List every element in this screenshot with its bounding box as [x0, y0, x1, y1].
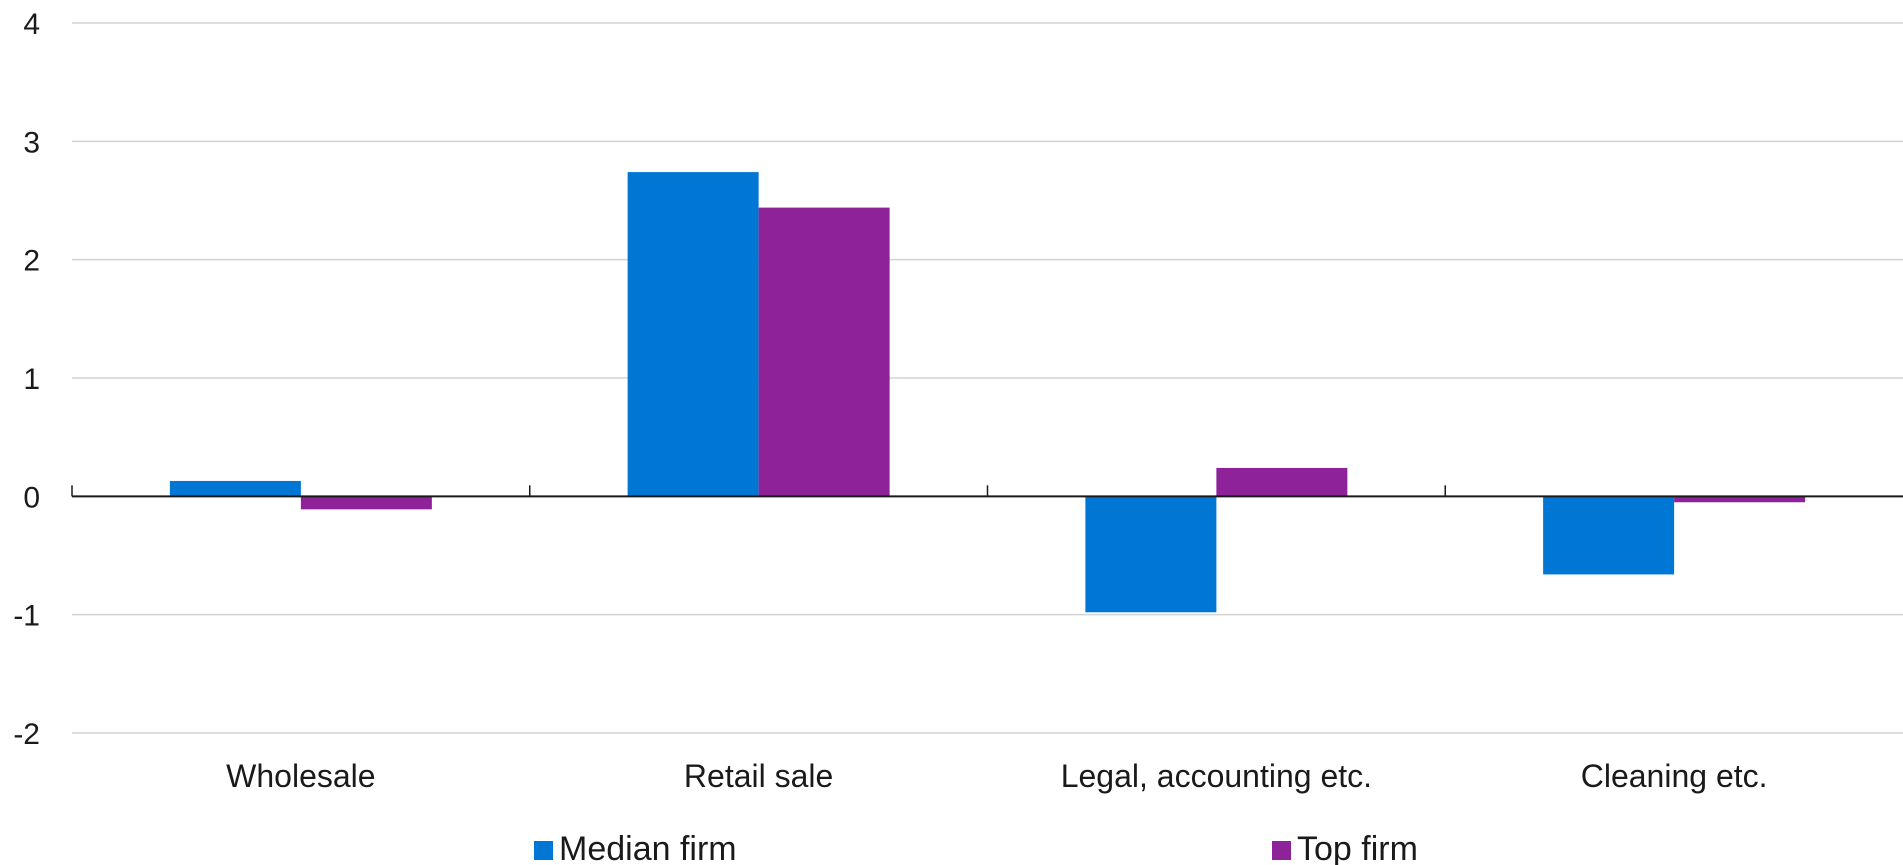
legend-label: Top firm — [1297, 830, 1418, 865]
legend: Median firm Top firm — [534, 830, 1418, 865]
x-axis — [71, 485, 1903, 498]
bar-top-firm — [1216, 467, 1348, 497]
y-tick-label: 2 — [23, 245, 40, 278]
bars — [169, 172, 1806, 613]
bar-top-firm — [758, 207, 890, 497]
category-label: Wholesale — [226, 758, 375, 794]
legend-swatch — [1272, 841, 1291, 860]
y-tick-label: 3 — [23, 126, 40, 159]
bar-median-firm — [169, 480, 301, 497]
y-tick-label: -2 — [13, 718, 40, 751]
bar-top-firm — [1674, 496, 1806, 503]
y-tick-label: 1 — [23, 363, 40, 396]
category-label: Retail sale — [684, 758, 833, 794]
category-label: Cleaning etc. — [1581, 758, 1768, 794]
bar-median-firm — [1085, 496, 1217, 613]
bar-top-firm — [300, 496, 432, 510]
category-labels: Wholesale Retail sale Legal, accounting et… — [226, 758, 1767, 794]
y-tick-label: -1 — [13, 600, 40, 633]
category-label: Legal, accounting etc. — [1061, 758, 1372, 794]
bar-median-firm — [627, 172, 759, 497]
y-tick-label: 4 — [23, 8, 40, 41]
legend-swatch — [534, 841, 553, 860]
legend-label: Median firm — [559, 830, 737, 865]
bar-median-firm — [1543, 496, 1675, 575]
y-axis-tick-labels: -2 -1 0 1 2 3 4 — [13, 8, 40, 751]
grid-lines — [72, 22, 1903, 734]
y-tick-label: 0 — [23, 481, 40, 514]
